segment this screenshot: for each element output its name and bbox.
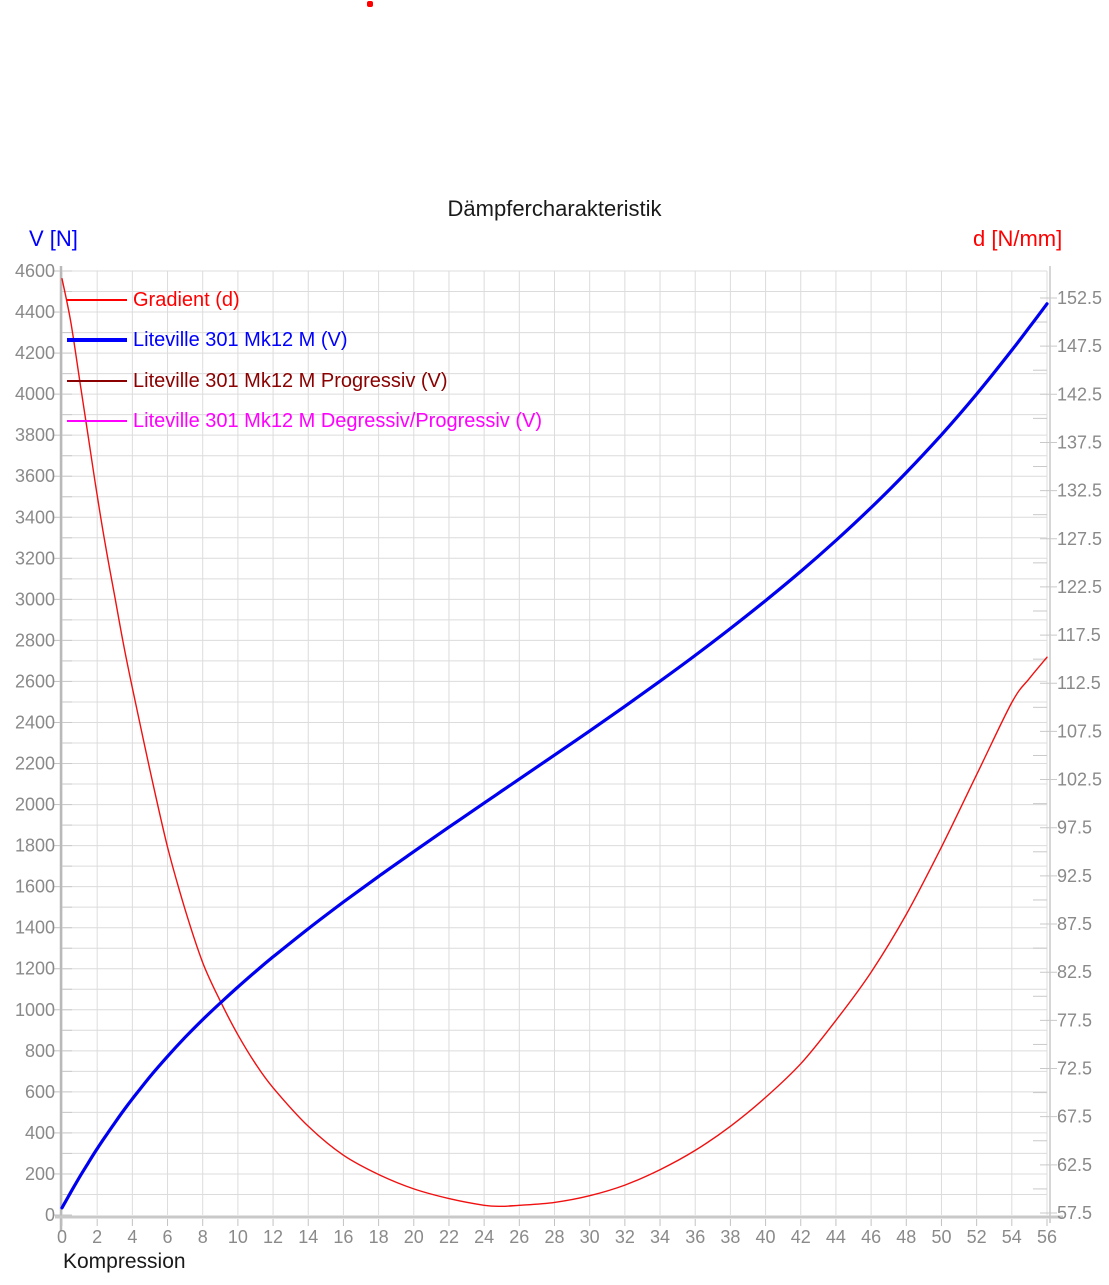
red-indicator-dot (367, 1, 373, 7)
left-tick-label: 400 (25, 1123, 55, 1143)
x-tick-label: 42 (791, 1227, 811, 1247)
right-tick-label: 117.5 (1057, 625, 1101, 645)
right-tick-label: 72.5 (1057, 1059, 1092, 1079)
right-tick-label: 107.5 (1057, 721, 1102, 741)
x-tick-label: 8 (198, 1227, 208, 1247)
left-tick-label: 4600 (15, 261, 55, 281)
x-tick-label: 4 (127, 1227, 137, 1247)
right-tick-label: 87.5 (1057, 914, 1092, 934)
left-tick-label: 0 (45, 1205, 55, 1225)
left-tick-label: 2800 (15, 630, 55, 650)
right-tick-label: 97.5 (1057, 818, 1092, 838)
left-tick-label: 3600 (15, 466, 55, 486)
legend-line-progressiv (67, 380, 127, 382)
left-tick-label: 1400 (15, 918, 55, 938)
left-tick-label: 4400 (15, 302, 55, 322)
left-tick-label: 3800 (15, 425, 55, 445)
x-tick-label: 0 (57, 1227, 67, 1247)
legend-item-gradient: Gradient (d) (67, 289, 240, 311)
legend-item-liteville-v: Liteville 301 Mk12 M (V) (67, 329, 348, 351)
right-tick-label: 127.5 (1057, 529, 1102, 549)
series-curve-force (60, 302, 1049, 1210)
x-tick-label: 34 (650, 1227, 670, 1247)
left-tick-label: 4000 (15, 384, 55, 404)
left-tick-label: 1000 (15, 1000, 55, 1020)
x-tick-label: 36 (685, 1227, 705, 1247)
right-tick-label: 77.5 (1057, 1010, 1092, 1030)
legend-line-liteville-v (67, 338, 127, 342)
x-tick-label: 18 (369, 1227, 389, 1247)
x-tick-label: 16 (333, 1227, 353, 1247)
x-tick-label: 32 (615, 1227, 635, 1247)
x-tick-label: 20 (404, 1227, 424, 1247)
legend-label: Liteville 301 Mk12 M (V) (133, 328, 348, 351)
x-tick-label: 12 (263, 1227, 283, 1247)
x-axis-title: Kompression (63, 1250, 186, 1273)
right-tick-label: 67.5 (1057, 1107, 1092, 1127)
right-tick-label: 112.5 (1057, 673, 1101, 693)
x-tick-label: 30 (580, 1227, 600, 1247)
left-tick-label: 2000 (15, 795, 55, 815)
x-tick-label: 26 (509, 1227, 529, 1247)
right-tick-label: 137.5 (1057, 432, 1102, 452)
x-tick-label: 2 (92, 1227, 102, 1247)
left-tick-label: 1200 (15, 959, 55, 979)
left-tick-label: 200 (25, 1164, 55, 1184)
x-tick-label: 6 (163, 1227, 173, 1247)
right-tick-label: 142.5 (1057, 384, 1102, 404)
right-tick-label: 82.5 (1057, 962, 1092, 982)
right-tick-label: 62.5 (1057, 1155, 1092, 1175)
left-tick-label: 800 (25, 1041, 55, 1061)
right-tick-label: 102.5 (1057, 770, 1102, 790)
left-tick-label: 2400 (15, 712, 55, 732)
series-curve-gradient (61, 278, 1048, 1208)
left-tick-label: 2600 (15, 671, 55, 691)
x-tick-label: 50 (931, 1227, 951, 1247)
x-tick-label: 54 (1002, 1227, 1022, 1247)
right-axis-title: d [N/mm] (973, 226, 1063, 251)
left-tick-label: 3000 (15, 589, 55, 609)
right-tick-label: 132.5 (1057, 481, 1102, 501)
x-tick-label: 52 (967, 1227, 987, 1247)
x-tick-label: 38 (720, 1227, 740, 1247)
left-tick-label: 4200 (15, 343, 55, 363)
right-tick-label: 57.5 (1057, 1203, 1092, 1223)
right-tick-label: 122.5 (1057, 577, 1102, 597)
legend-item-degressiv-progressiv: Liteville 301 Mk12 M Degressiv/Progressi… (67, 410, 542, 432)
x-tick-label: 10 (228, 1227, 248, 1247)
right-tick-label: 147.5 (1057, 336, 1102, 356)
x-tick-label: 24 (474, 1227, 494, 1247)
legend-line-gradient (67, 299, 127, 301)
left-tick-label: 1800 (15, 836, 55, 856)
x-tick-label: 44 (826, 1227, 846, 1247)
left-axis-title: V [N] (29, 226, 78, 251)
x-tick-label: 56 (1037, 1227, 1057, 1247)
legend-item-progressiv: Liteville 301 Mk12 M Progressiv (V) (67, 370, 448, 392)
legend-label: Liteville 301 Mk12 M Degressiv/Progressi… (133, 409, 543, 432)
left-tick-label: 2200 (15, 754, 55, 774)
page-title: Dämpfercharakteristik (447, 196, 662, 221)
x-tick-label: 48 (896, 1227, 916, 1247)
legend-label: Gradient (d) (133, 288, 240, 311)
right-tick-label: 92.5 (1057, 866, 1092, 886)
x-tick-label: 40 (756, 1227, 776, 1247)
legend-label: Liteville 301 Mk12 M Progressiv (V) (133, 369, 448, 392)
x-tick-label: 46 (861, 1227, 881, 1247)
left-tick-label: 1600 (15, 877, 55, 897)
x-tick-label: 22 (439, 1227, 459, 1247)
legend-line-degressiv-progressiv (67, 420, 127, 422)
right-tick-label: 152.5 (1057, 288, 1102, 308)
left-tick-label: 600 (25, 1082, 55, 1102)
left-tick-label: 3400 (15, 507, 55, 527)
x-tick-label: 14 (298, 1227, 318, 1247)
left-tick-label: 3200 (15, 548, 55, 568)
x-tick-label: 28 (544, 1227, 564, 1247)
